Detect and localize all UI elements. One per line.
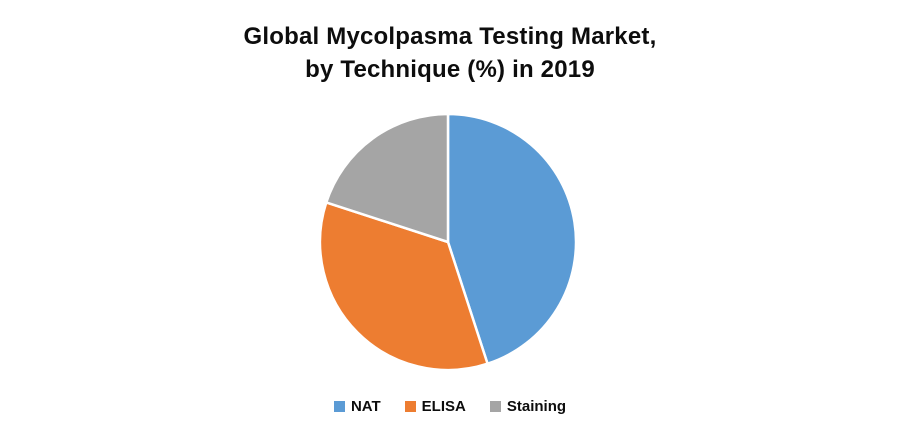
legend-label-nat: NAT <box>350 398 381 415</box>
pie-slice-elisa <box>318 201 489 372</box>
legend-item-elisa: ELISA <box>404 398 466 415</box>
legend-marker-staining <box>489 401 501 412</box>
legend-label-elisa: ELISA <box>421 398 466 415</box>
legend-item-staining: Staining <box>489 398 567 415</box>
chart-title-line1: Global Mycolpasma Testing Market, <box>243 23 657 50</box>
legend-marker-elisa <box>404 401 416 412</box>
pie-chart <box>318 112 578 372</box>
chart-title-line2: by Technique (%) in 2019 <box>305 56 595 83</box>
legend-marker-nat <box>333 401 345 412</box>
legend: NAT ELISA Staining <box>0 398 900 415</box>
pie-slice-staining <box>325 112 450 244</box>
legend-item-nat: NAT <box>333 398 381 415</box>
legend-label-staining: Staining <box>506 398 567 415</box>
pie-slice-nat <box>446 112 578 365</box>
chart-title: Global Mycolpasma Testing Market, by Tec… <box>0 20 900 86</box>
